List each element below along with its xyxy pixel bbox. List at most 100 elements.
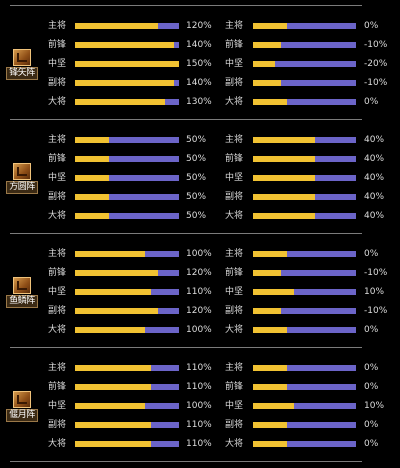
stat-bar-left [75, 42, 179, 48]
stat-bar-left [75, 384, 179, 390]
stat-row: 大将 50% 大将 40% [0, 210, 400, 222]
percent-right: -10% [364, 306, 388, 316]
separator [10, 233, 362, 234]
stat-row: 前锋 110% 前锋 0% [0, 381, 400, 393]
formation-emblem-icon [13, 163, 31, 180]
formation-block: 偃月阵 主将 110% 主将 0% 前锋 110% 前锋 0% 中坚 100% 中坚 10% 副将 110%… [0, 350, 400, 463]
stat-bar-left [75, 251, 179, 257]
stat-bar-right [253, 175, 356, 181]
stat-bar-right-fill [253, 80, 281, 86]
stat-bar-right [253, 308, 356, 314]
stat-bar-left [75, 289, 179, 295]
stat-bar-right-fill [253, 441, 287, 447]
stat-bar-right [253, 441, 356, 447]
percent-right: 0% [364, 382, 379, 392]
stat-bar-left [75, 99, 179, 105]
stat-bar-left [75, 441, 179, 447]
position-label-left: 前锋 [48, 154, 67, 164]
stat-bar-left-fill [75, 384, 151, 390]
percent-left: 50% [186, 154, 207, 164]
stat-bar-right-fill [253, 156, 315, 162]
formation-badge[interactable]: 锋矢阵 [6, 49, 38, 80]
stat-bar-right [253, 403, 356, 409]
stat-bar-left [75, 80, 179, 86]
formation-badge[interactable]: 偃月阵 [6, 391, 38, 422]
stat-bar-right-fill [253, 137, 315, 143]
stat-row: 中坚 150% 中坚 -20% [0, 58, 400, 70]
percent-right: 0% [364, 325, 379, 335]
stat-bar-right [253, 251, 356, 257]
stat-bar-right-fill [253, 422, 287, 428]
position-label-right: 中坚 [225, 173, 244, 183]
formation-emblem-icon [13, 49, 31, 66]
stat-row: 主将 50% 主将 40% [0, 134, 400, 146]
formation-emblem-icon [13, 391, 31, 408]
position-label-left: 主将 [48, 135, 67, 145]
stat-bar-right [253, 137, 356, 143]
stat-row: 大将 110% 大将 0% [0, 438, 400, 450]
position-label-right: 副将 [225, 420, 244, 430]
percent-right: 10% [364, 287, 385, 297]
separator [10, 461, 362, 462]
position-label-right: 大将 [225, 211, 244, 221]
separator [10, 5, 362, 6]
position-label-right: 主将 [225, 249, 244, 259]
position-label-left: 大将 [48, 97, 67, 107]
percent-left: 110% [186, 287, 212, 297]
stat-bar-left [75, 156, 179, 162]
percent-left: 50% [186, 211, 207, 221]
stat-bar-left [75, 365, 179, 371]
stat-row: 主将 110% 主将 0% [0, 362, 400, 374]
position-label-right: 主将 [225, 21, 244, 31]
stat-bar-left [75, 175, 179, 181]
formation-badge[interactable]: 方圆阵 [6, 163, 38, 194]
formation-name: 偃月阵 [6, 409, 38, 422]
formation-badge[interactable]: 鱼鳞阵 [6, 277, 38, 308]
stat-bar-left [75, 403, 179, 409]
stat-row: 前锋 120% 前锋 -10% [0, 267, 400, 279]
percent-right: 0% [364, 97, 379, 107]
position-label-left: 大将 [48, 211, 67, 221]
stat-bar-left-fill [75, 61, 179, 67]
formation-name: 鱼鳞阵 [6, 295, 38, 308]
position-label-right: 前锋 [225, 382, 244, 392]
stat-row: 大将 100% 大将 0% [0, 324, 400, 336]
position-label-right: 副将 [225, 192, 244, 202]
stat-bar-right [253, 23, 356, 29]
stat-row: 中坚 50% 中坚 40% [0, 172, 400, 184]
percent-right: 0% [364, 21, 379, 31]
stat-row: 副将 120% 副将 -10% [0, 305, 400, 317]
position-label-right: 中坚 [225, 401, 244, 411]
stat-bar-right [253, 42, 356, 48]
stat-bar-right [253, 61, 356, 67]
formation-name: 锋矢阵 [6, 67, 38, 80]
position-label-left: 中坚 [48, 401, 67, 411]
stat-bar-left-fill [75, 327, 145, 333]
stat-bar-right [253, 156, 356, 162]
percent-left: 50% [186, 173, 207, 183]
position-label-right: 副将 [225, 306, 244, 316]
percent-right: 10% [364, 401, 385, 411]
stat-bar-right [253, 194, 356, 200]
percent-right: 40% [364, 173, 385, 183]
percent-left: 110% [186, 363, 212, 373]
stat-bar-left-fill [75, 441, 151, 447]
formation-emblem-icon [13, 277, 31, 294]
percent-right: 40% [364, 135, 385, 145]
stat-bar-right-fill [253, 270, 281, 276]
position-label-right: 前锋 [225, 40, 244, 50]
position-label-left: 前锋 [48, 40, 67, 50]
stat-bar-right-fill [253, 61, 275, 67]
stat-row: 前锋 50% 前锋 40% [0, 153, 400, 165]
stat-bar-left-fill [75, 137, 110, 143]
percent-left: 50% [186, 135, 207, 145]
stat-bar-right [253, 270, 356, 276]
stat-bar-left [75, 137, 179, 143]
stat-bar-right-fill [253, 384, 287, 390]
percent-right: -20% [364, 59, 388, 69]
stat-row: 主将 120% 主将 0% [0, 20, 400, 32]
position-label-left: 中坚 [48, 287, 67, 297]
formation-block: 锋矢阵 主将 120% 主将 0% 前锋 140% 前锋 -10% 中坚 150% 中坚 -20% 副将 1… [0, 8, 400, 121]
percent-right: 0% [364, 420, 379, 430]
position-label-right: 前锋 [225, 154, 244, 164]
